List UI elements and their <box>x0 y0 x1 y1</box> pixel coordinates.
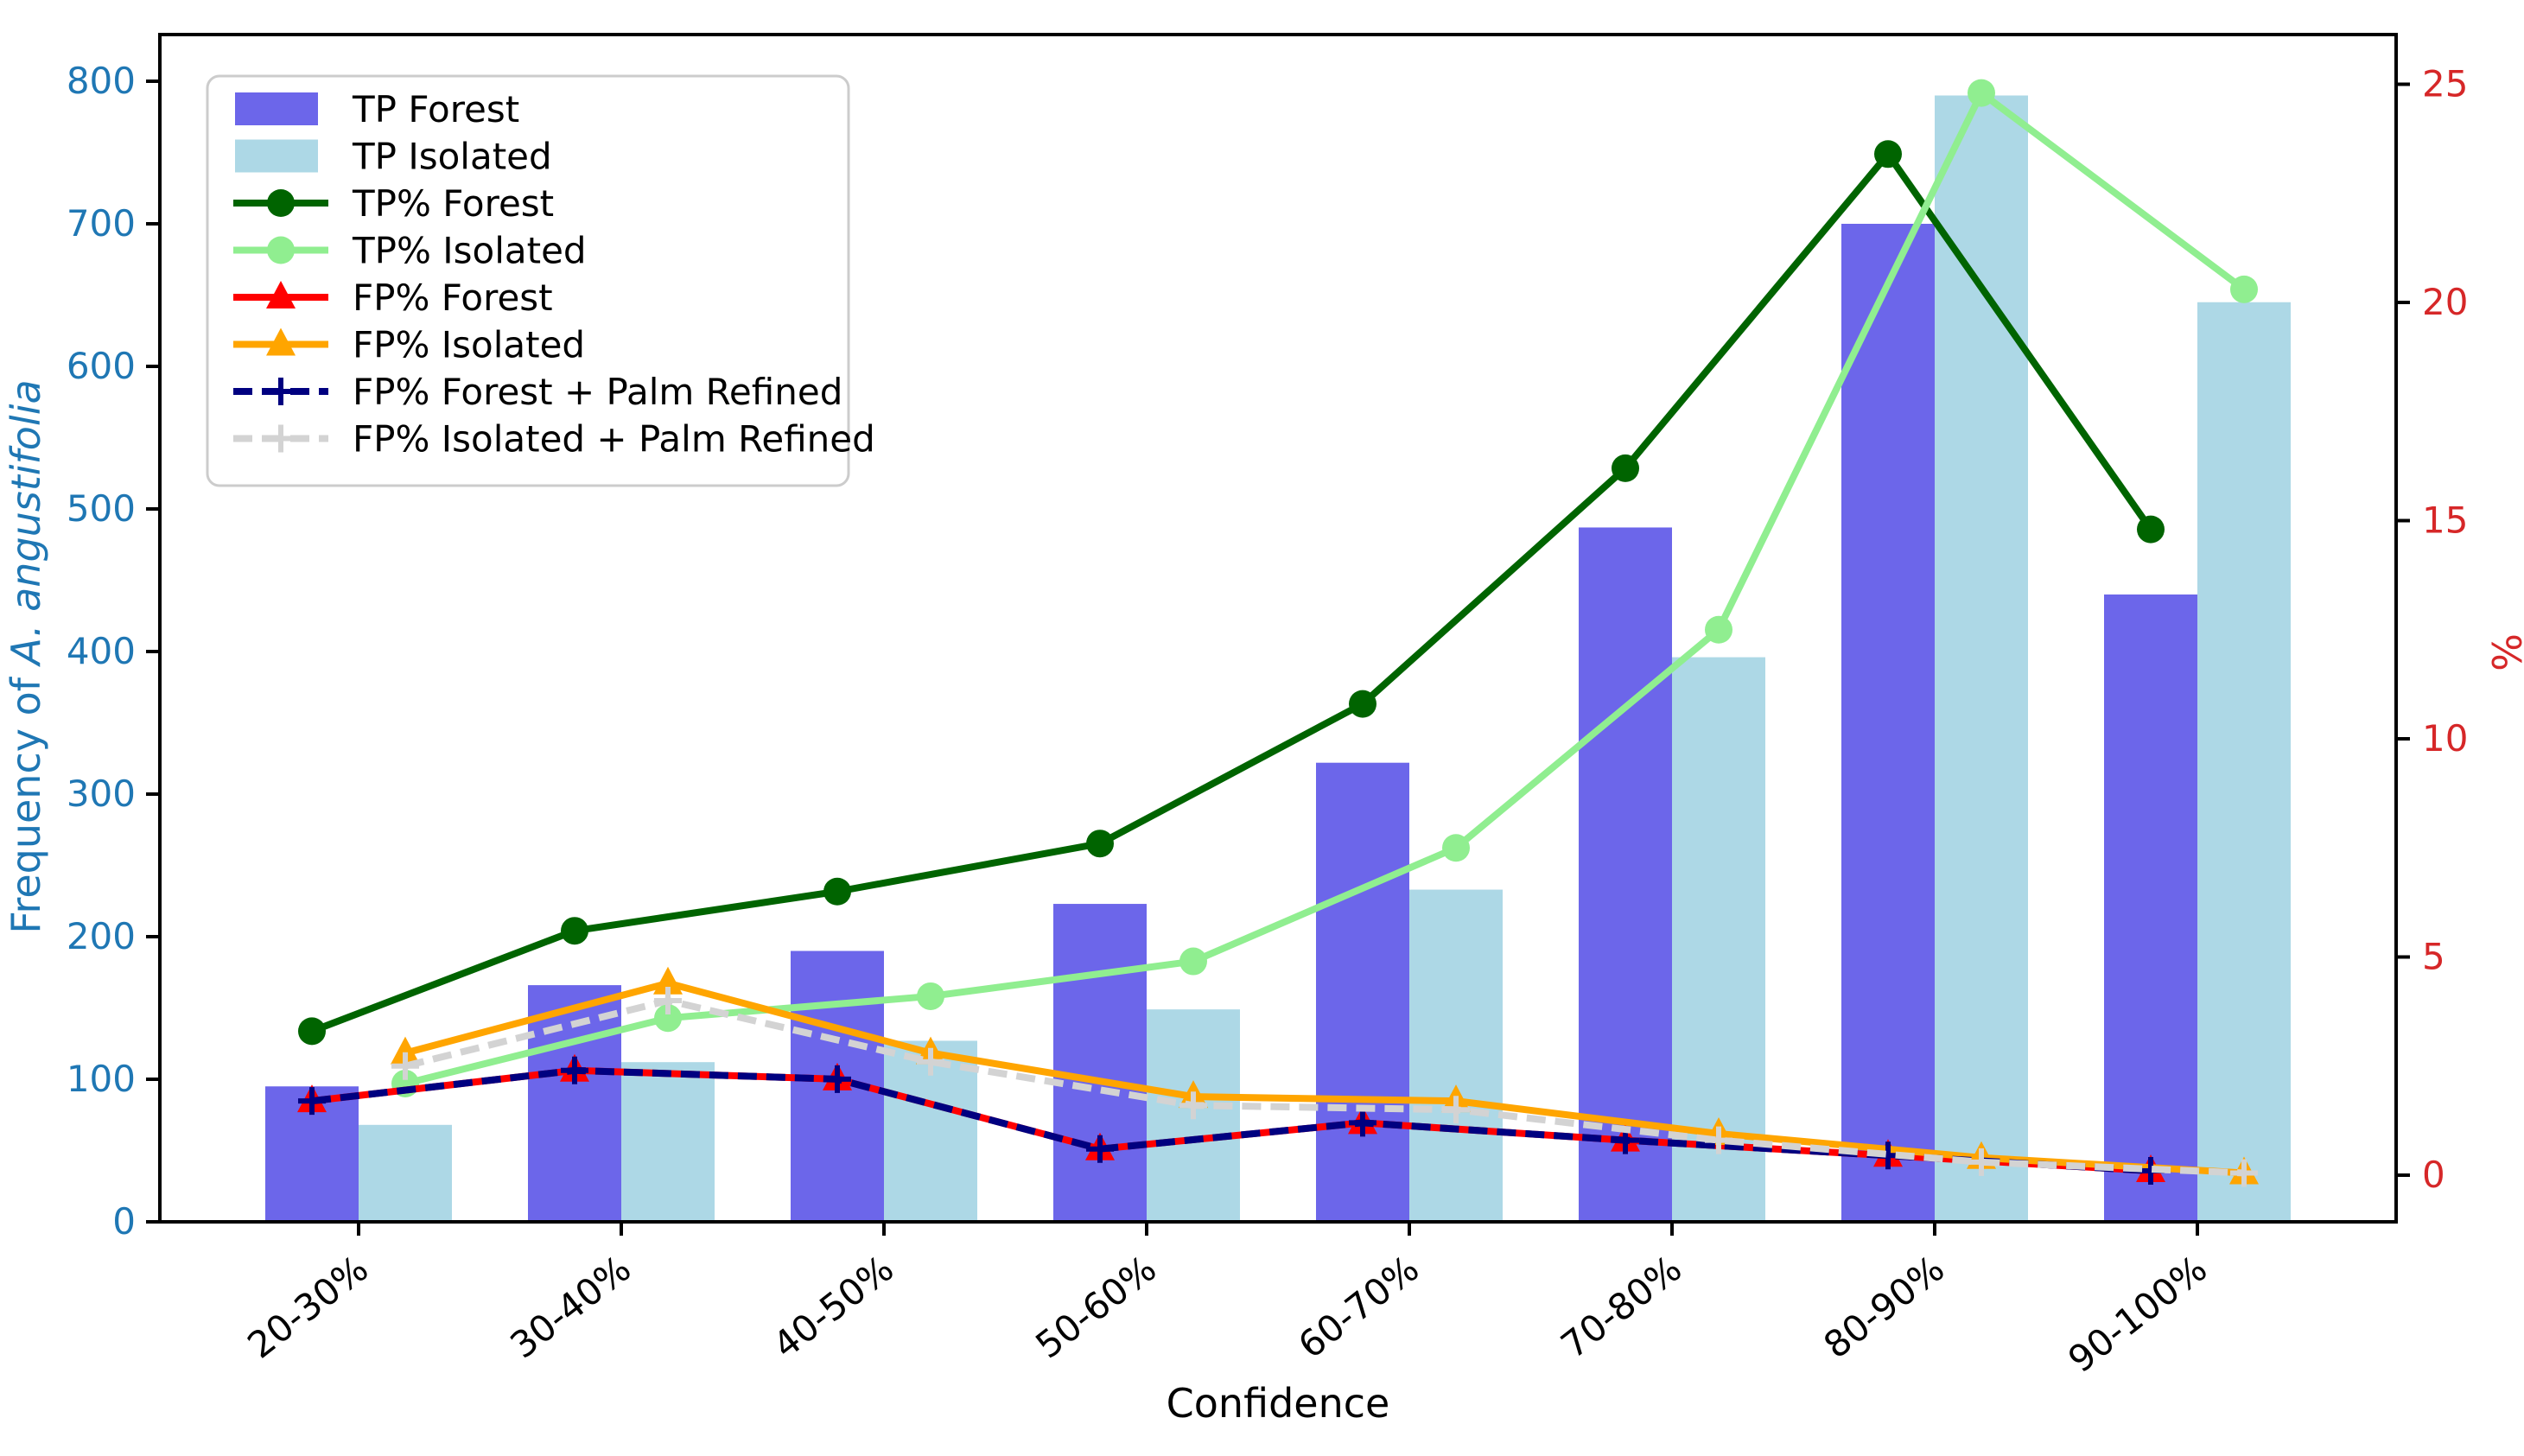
marker-plus <box>1179 1091 1207 1120</box>
left-tick-label: 800 <box>67 60 136 102</box>
marker-circle <box>267 236 295 264</box>
y-axis-title-left: Frequency of A. angustifolia <box>3 379 49 933</box>
y-axis-title-right: % <box>2483 633 2524 671</box>
right-tick-label: 25 <box>2422 63 2468 105</box>
marker-circle <box>561 917 588 945</box>
line-fp-isolated <box>404 979 2245 1177</box>
right-tick-label: 5 <box>2422 936 2445 978</box>
bar-tp-forest-90-100% <box>2104 594 2197 1222</box>
left-tick-label: 100 <box>67 1058 136 1100</box>
y-axis-title-left-italic: A. angustifolia <box>3 379 49 667</box>
bar-tp-forest-70-80% <box>1579 527 1672 1222</box>
marker-circle <box>654 1004 682 1033</box>
x-axis-title: Confidence <box>1167 1380 1390 1427</box>
marker-plus <box>391 1052 419 1080</box>
bar-tp-isolated-60-70% <box>1409 889 1503 1222</box>
marker-circle <box>298 1017 326 1046</box>
legend-label: TP% Isolated <box>352 230 587 272</box>
right-tick-label: 0 <box>2422 1154 2445 1196</box>
x-tick-label: 50-60% <box>1027 1247 1164 1366</box>
x-tick-label: 80-90% <box>1815 1247 1952 1366</box>
left-tick-label: 0 <box>112 1200 136 1243</box>
marker-plus <box>267 424 295 453</box>
marker-plus <box>823 1065 851 1093</box>
marker-triangle <box>266 281 296 308</box>
marker-circle <box>1705 615 1732 644</box>
marker-plus <box>1349 1109 1376 1137</box>
legend-label: TP% Forest <box>352 182 554 225</box>
marker-plus <box>267 378 295 405</box>
legend-swatch <box>235 92 318 125</box>
marker-triangle <box>653 966 683 995</box>
marker-circle <box>1612 454 1639 482</box>
marker-circle <box>267 189 295 217</box>
left-tick-label: 400 <box>67 630 136 672</box>
marker-plus <box>2230 1159 2258 1187</box>
marker-circle <box>1442 834 1470 862</box>
legend-box <box>206 74 850 487</box>
marker-plus <box>1442 1096 1470 1124</box>
axes-frame <box>158 33 2398 1224</box>
marker-circle <box>2230 275 2258 303</box>
marker-circle <box>1179 947 1207 976</box>
left-tick-label: 500 <box>67 487 136 530</box>
legend-label: TP Isolated <box>352 136 552 178</box>
right-tick-label: 15 <box>2422 499 2468 542</box>
marker-circle <box>1086 830 1114 858</box>
marker-circle <box>1349 690 1376 718</box>
line-tp-isolated <box>404 89 2247 1087</box>
marker-plus <box>1705 1126 1732 1154</box>
legend-label: FP% Forest <box>353 277 553 319</box>
marker-plus <box>917 1047 944 1076</box>
plot-area: 0 100 200 300 400 500 600 700 800 0 5 10 15 20 25 20-30… <box>67 33 2468 1381</box>
marker-circle <box>823 877 851 906</box>
bar-tp-forest-60-70% <box>1316 762 1409 1222</box>
marker-circle <box>1874 140 1902 168</box>
legend-swatch <box>235 139 318 173</box>
line-fp-isolated-palm-refined <box>404 997 2245 1177</box>
line-tp-forest <box>310 150 2154 1035</box>
right-tick-label: 20 <box>2422 281 2468 323</box>
marker-circle <box>2137 515 2165 544</box>
marker-plus <box>1086 1135 1114 1163</box>
marker-plus <box>561 1056 588 1084</box>
left-tick-label: 300 <box>67 773 136 815</box>
marker-triangle <box>266 327 296 356</box>
y-axis-title-left-normal: Frequency of <box>3 664 49 933</box>
legend-label: FP% Isolated <box>353 324 585 366</box>
bar-tp-isolated-20-30% <box>359 1124 452 1222</box>
bar-tp-isolated-30-40% <box>621 1062 715 1222</box>
x-tick-label: 30-40% <box>502 1247 639 1366</box>
legend-label: FP% Isolated + Palm Refined <box>353 418 875 461</box>
x-tick-label: 90-100% <box>2060 1247 2215 1381</box>
left-tick-label: 600 <box>67 345 136 387</box>
left-tick-label: 700 <box>67 202 136 245</box>
x-tick-label: 20-30% <box>239 1247 376 1366</box>
bar-tp-isolated-80-90% <box>1935 95 2028 1222</box>
x-tick-label: 60-70% <box>1290 1247 1427 1366</box>
marker-plus <box>1968 1148 1995 1176</box>
x-tick-label: 70-80% <box>1553 1247 1689 1366</box>
left-tick-label: 200 <box>67 915 136 957</box>
x-tick-label: 40-50% <box>765 1247 901 1366</box>
bar-tp-forest-80-90% <box>1841 224 1935 1222</box>
legend-label: FP% Forest + Palm Refined <box>353 371 842 413</box>
marker-circle <box>917 982 944 1010</box>
marker-plus <box>298 1087 326 1116</box>
marker-triangle <box>391 1036 420 1065</box>
marker-plus <box>654 987 682 1014</box>
legend-label: TP Forest <box>352 88 519 130</box>
right-tick-label: 10 <box>2422 717 2468 760</box>
bar-tp-forest-50-60% <box>1053 904 1147 1222</box>
marker-circle <box>1968 79 1995 107</box>
bar-tp-isolated-90-100% <box>2197 302 2291 1222</box>
